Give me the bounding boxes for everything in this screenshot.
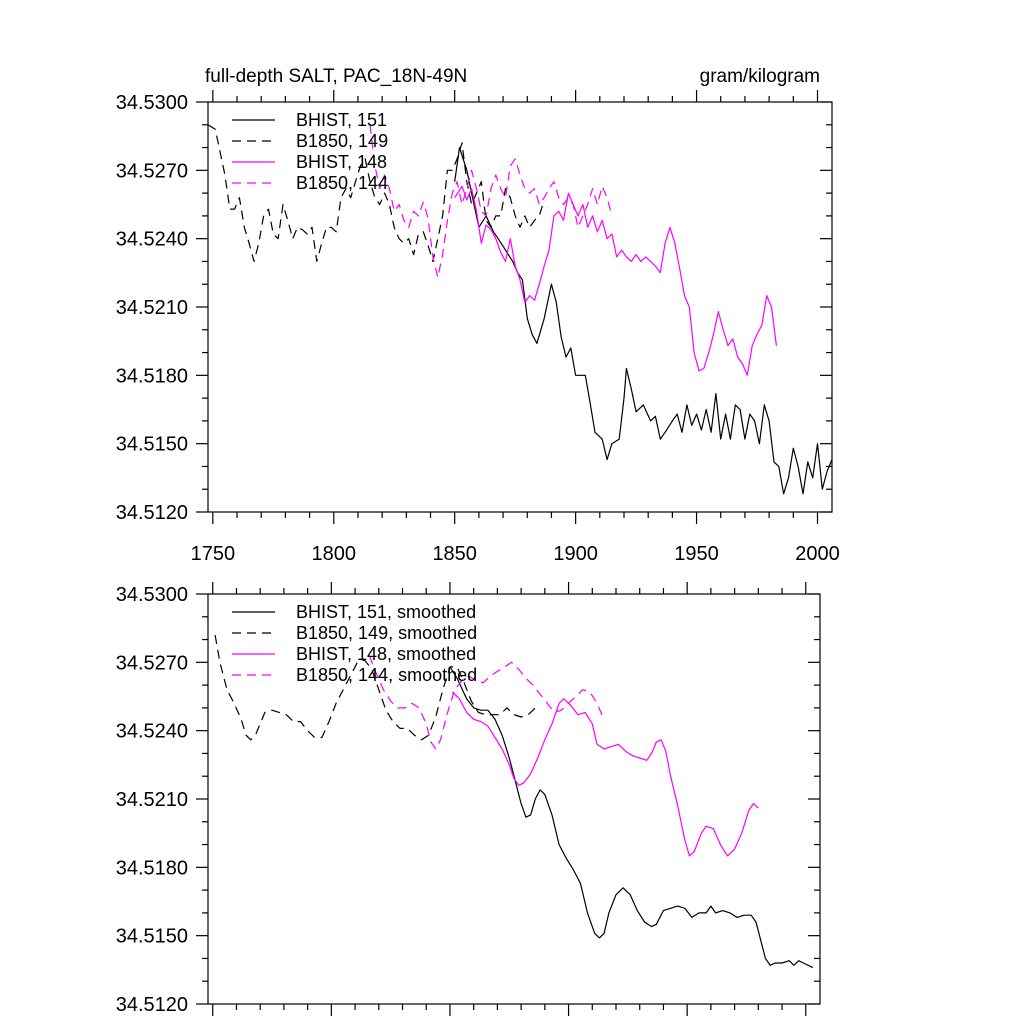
y-tick-label: 34.5270 bbox=[116, 652, 188, 674]
y-tick-label: 34.5240 bbox=[116, 721, 188, 743]
legend-label-bhist-148: BHIST, 148 bbox=[296, 152, 387, 172]
bottom-panel: 34.5120 34.5150 34.5180 34.5210 34.5240 34.52… bbox=[116, 582, 821, 1016]
y-tick-label: 34.5150 bbox=[116, 434, 188, 456]
legend-label-b1850-149-smoothed: B1850, 149, smoothed bbox=[296, 623, 477, 643]
chart-title-left: full-depth SALT, PAC_18N-49N bbox=[205, 66, 467, 87]
series-line-b1850-144 bbox=[369, 124, 613, 278]
top-legend: BHIST, 151 B1850, 149 BHIST, 148 B1850, … bbox=[232, 110, 388, 193]
series-line-b1850-149 bbox=[207, 124, 545, 262]
chart-title-right: gram/kilogram bbox=[700, 66, 820, 87]
series-line-b1850-144-smoothed bbox=[368, 655, 605, 750]
bottom-tick-layer: 34.5120 34.5150 34.5180 34.5210 34.5240 34.52… bbox=[116, 582, 820, 1016]
series-line-bhist-151-smoothed bbox=[449, 666, 814, 969]
legend-label-b1850-144-smoothed: B1850, 144, smoothed bbox=[296, 665, 477, 685]
bottom-series-layer bbox=[214, 634, 814, 969]
y-tick-label: 34.5120 bbox=[116, 994, 188, 1016]
y-tick-label: 34.5210 bbox=[116, 789, 188, 811]
y-tick-label: 34.5300 bbox=[116, 92, 188, 114]
legend-label-bhist-151-smoothed: BHIST, 151, smoothed bbox=[296, 602, 476, 622]
top-tick-layer: 34.5120 34.5150 34.5180 34.5210 34.5240 34.52… bbox=[116, 90, 840, 565]
legend-label-bhist-151: BHIST, 151 bbox=[296, 110, 387, 130]
legend-label-b1850-149: B1850, 149 bbox=[296, 131, 388, 151]
y-tick-label: 34.5270 bbox=[116, 160, 188, 182]
x-tick-label: 1850 bbox=[432, 543, 477, 565]
series-line-bhist-148-smoothed bbox=[451, 691, 759, 857]
x-tick-label: 1800 bbox=[312, 543, 357, 565]
y-tick-label: 34.5240 bbox=[116, 229, 188, 251]
y-tick-label: 34.5180 bbox=[116, 365, 188, 387]
x-tick-label: 1950 bbox=[674, 543, 719, 565]
x-tick-label: 1900 bbox=[553, 543, 598, 565]
legend-label-bhist-148-smoothed: BHIST, 148, smoothed bbox=[296, 644, 476, 664]
y-tick-label: 34.5180 bbox=[116, 857, 188, 879]
x-tick-label: 1750 bbox=[191, 543, 236, 565]
series-line-bhist-151 bbox=[454, 147, 833, 495]
series-line-bhist-148 bbox=[454, 185, 777, 376]
x-tick-label: 2000 bbox=[795, 543, 840, 565]
y-tick-label: 34.5120 bbox=[116, 502, 188, 524]
top-panel: 34.5120 34.5150 34.5180 34.5210 34.5240 34.52… bbox=[116, 90, 840, 565]
bottom-legend: BHIST, 151, smoothed B1850, 149, smoothe… bbox=[232, 602, 477, 685]
y-tick-label: 34.5210 bbox=[116, 297, 188, 319]
y-tick-label: 34.5150 bbox=[116, 926, 188, 948]
y-tick-label: 34.5300 bbox=[116, 584, 188, 606]
top-series-layer bbox=[207, 124, 833, 495]
legend-label-b1850-144: B1850, 144 bbox=[296, 173, 388, 193]
